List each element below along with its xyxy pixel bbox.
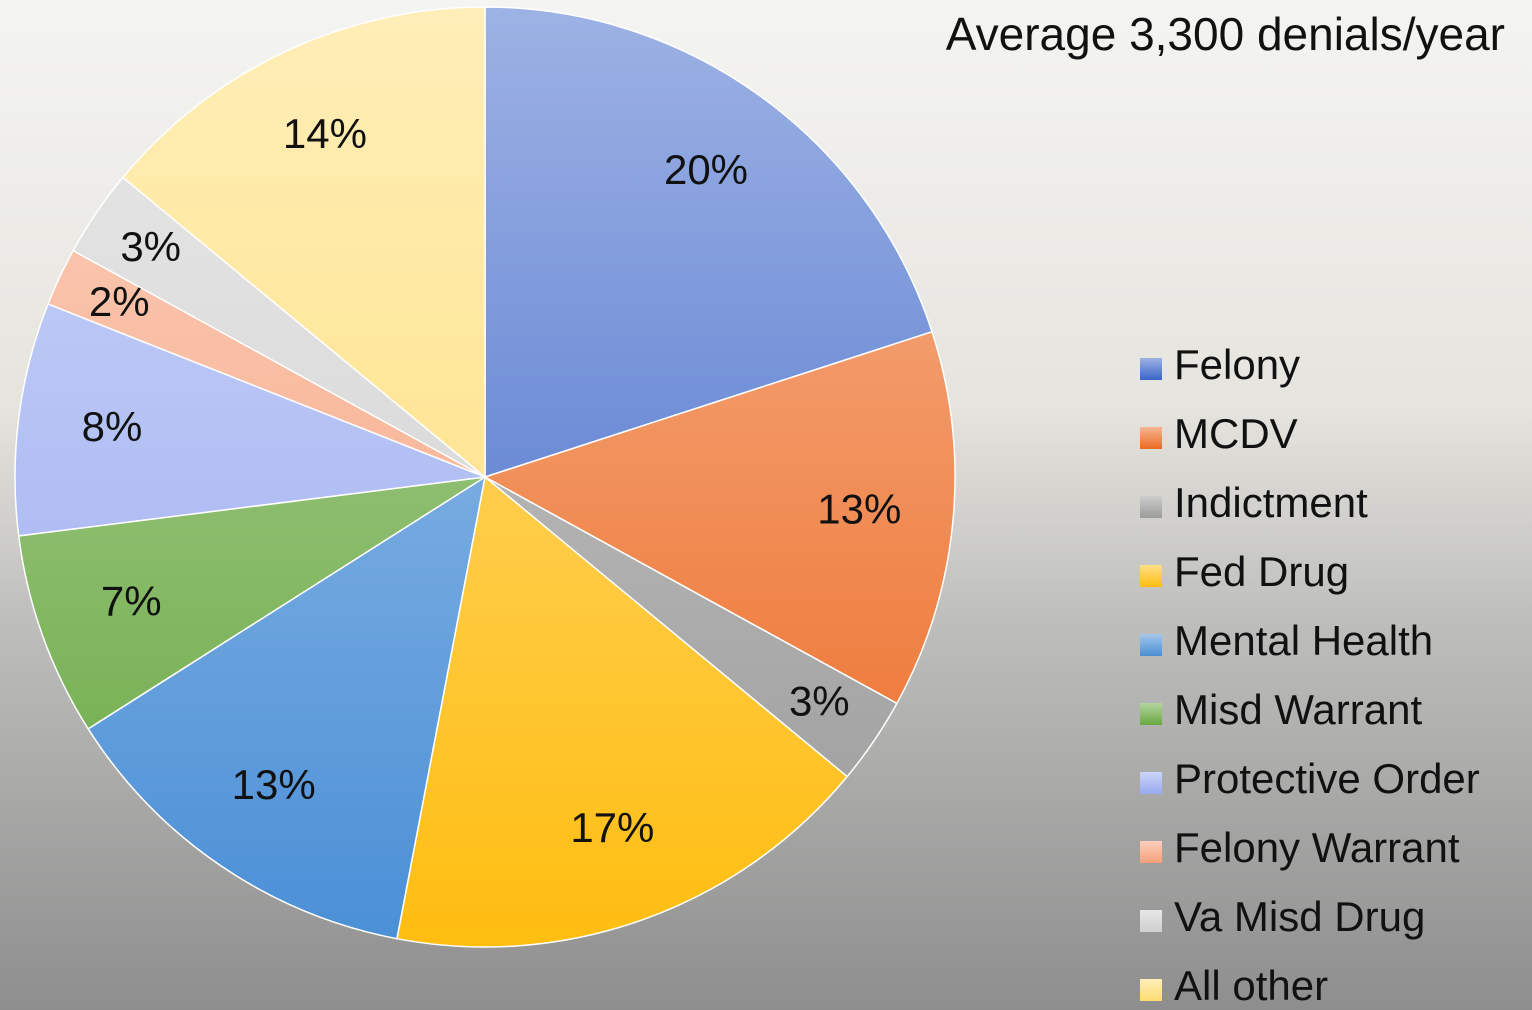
legend-label: MCDV [1174, 410, 1298, 457]
legend-label: Felony Warrant [1174, 824, 1460, 871]
legend-swatch [1140, 427, 1162, 449]
legend-swatch [1140, 703, 1162, 725]
legend-label: Mental Health [1174, 617, 1433, 664]
legend-swatch [1140, 358, 1162, 380]
chart-title: Average 3,300 denials/year [946, 8, 1505, 60]
legend-swatch [1140, 979, 1162, 1001]
legend-label: All other [1174, 962, 1328, 1009]
data-label: 17% [570, 804, 654, 851]
legend-label: Va Misd Drug [1174, 893, 1425, 940]
legend-swatch [1140, 565, 1162, 587]
data-label: 14% [283, 110, 367, 157]
legend-swatch [1140, 634, 1162, 656]
legend-swatch [1140, 772, 1162, 794]
data-label: 8% [82, 403, 143, 450]
pie: 20%13%3%17%13%7%8%2%3%14% [15, 7, 955, 947]
legend-label: Protective Order [1174, 755, 1480, 802]
data-label: 13% [232, 761, 316, 808]
chart: Average 3,300 denials/year 20% 13% 3% 17% 13… [0, 0, 1532, 1010]
legend-swatch [1140, 841, 1162, 863]
legend-swatch [1140, 496, 1162, 518]
data-label: 13% [817, 485, 901, 532]
data-label: 3% [789, 677, 850, 724]
legend-label: Misd Warrant [1174, 686, 1422, 733]
legend-swatch [1140, 910, 1162, 932]
data-label: 3% [120, 223, 181, 270]
data-label: 20% [664, 146, 748, 193]
legend-label: Indictment [1174, 479, 1368, 526]
legend-label: Fed Drug [1174, 548, 1349, 595]
legend-label: Felony [1174, 341, 1300, 388]
data-label: 7% [101, 577, 162, 624]
